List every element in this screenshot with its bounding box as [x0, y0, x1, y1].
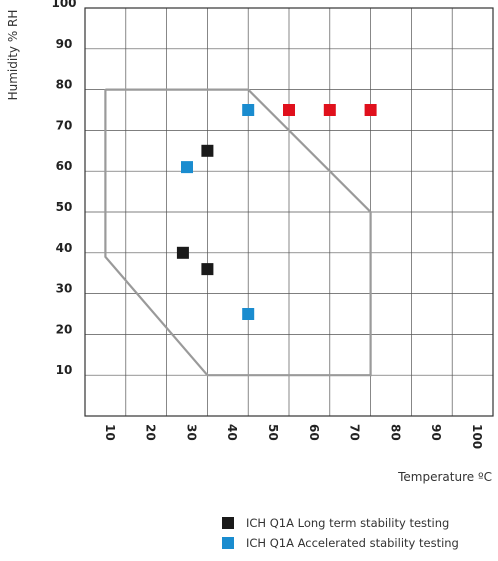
x-tick-label: 30	[184, 424, 198, 441]
x-tick-label: 10	[103, 424, 117, 441]
data-point-series-1	[242, 308, 255, 320]
y-tick-label: 40	[56, 241, 73, 255]
y-tick-label: 30	[56, 282, 73, 296]
plot-frame	[84, 7, 494, 417]
grid	[85, 8, 493, 416]
legend-swatch-accelerated	[222, 537, 234, 549]
y-tick-label: 90	[56, 37, 73, 51]
x-tick-label: 50	[266, 424, 280, 441]
data-point-series-2	[364, 104, 377, 116]
region-outline	[104, 88, 372, 377]
y-axis-title: Humidity % RH	[6, 10, 20, 101]
data-point-series-1	[181, 161, 193, 174]
data-points	[176, 104, 377, 320]
data-point-series-2	[323, 104, 336, 116]
y-tick-label: 20	[56, 322, 73, 336]
region-outline-line	[104, 88, 372, 377]
x-tick-label: 60	[307, 424, 321, 441]
x-tick-label: 90	[429, 424, 443, 441]
data-point-series-0	[201, 144, 214, 157]
y-tick-label: 10	[56, 363, 73, 377]
x-tick-label: 80	[388, 424, 402, 441]
legend-item-accelerated: ICH Q1A Accelerated stability testing	[222, 533, 459, 553]
data-point-series-0	[201, 263, 214, 276]
legend-label-long-term: ICH Q1A Long term stability testing	[246, 516, 450, 530]
data-point-series-2	[283, 104, 295, 116]
x-tick-label: 40	[225, 424, 239, 441]
legend-item-long-term: ICH Q1A Long term stability testing	[222, 513, 459, 533]
x-axis-title: Temperature ºC	[397, 470, 492, 484]
y-tick-label: 60	[56, 159, 73, 173]
legend-swatch-long-term	[222, 517, 234, 529]
y-tick-label: 70	[56, 118, 73, 132]
y-tick-label: 50	[56, 200, 73, 214]
x-tick-label: 70	[348, 424, 362, 441]
data-point-series-1	[242, 104, 255, 116]
y-tick-label: 100	[51, 0, 76, 10]
y-tick-label: 80	[56, 78, 73, 92]
x-tick-label: 20	[144, 424, 158, 441]
data-point-series-0	[176, 246, 189, 259]
legend-label-accelerated: ICH Q1A Accelerated stability testing	[246, 536, 459, 550]
x-tick-labels: 10 20 30 40 50 60 70 80 90 100	[103, 424, 484, 449]
legend: ICH Q1A Long term stability testing ICH …	[222, 513, 459, 553]
x-tick-label: 100	[470, 424, 484, 449]
y-tick-labels: 10 20 30 40 50 60 70 80 90 100	[51, 0, 76, 377]
